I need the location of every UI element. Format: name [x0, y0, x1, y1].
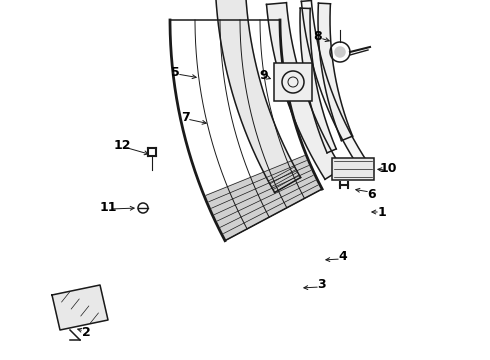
Bar: [274, 63, 312, 101]
Circle shape: [335, 47, 345, 57]
Text: 7: 7: [181, 111, 189, 123]
Bar: [332, 158, 374, 180]
Text: 5: 5: [171, 66, 179, 78]
Text: 4: 4: [339, 251, 347, 264]
Text: 1: 1: [378, 206, 387, 219]
Text: 10: 10: [379, 162, 397, 175]
Polygon shape: [318, 3, 353, 141]
Text: 6: 6: [368, 188, 376, 201]
Polygon shape: [204, 155, 322, 240]
Polygon shape: [215, 0, 300, 193]
Polygon shape: [267, 3, 342, 179]
Text: 9: 9: [260, 68, 269, 81]
Text: 11: 11: [99, 201, 117, 213]
Text: 8: 8: [314, 30, 322, 42]
Text: 12: 12: [113, 139, 131, 152]
Polygon shape: [300, 8, 336, 153]
Polygon shape: [52, 285, 108, 330]
Text: 3: 3: [318, 279, 326, 292]
Text: 2: 2: [82, 327, 90, 339]
Polygon shape: [301, 0, 373, 176]
